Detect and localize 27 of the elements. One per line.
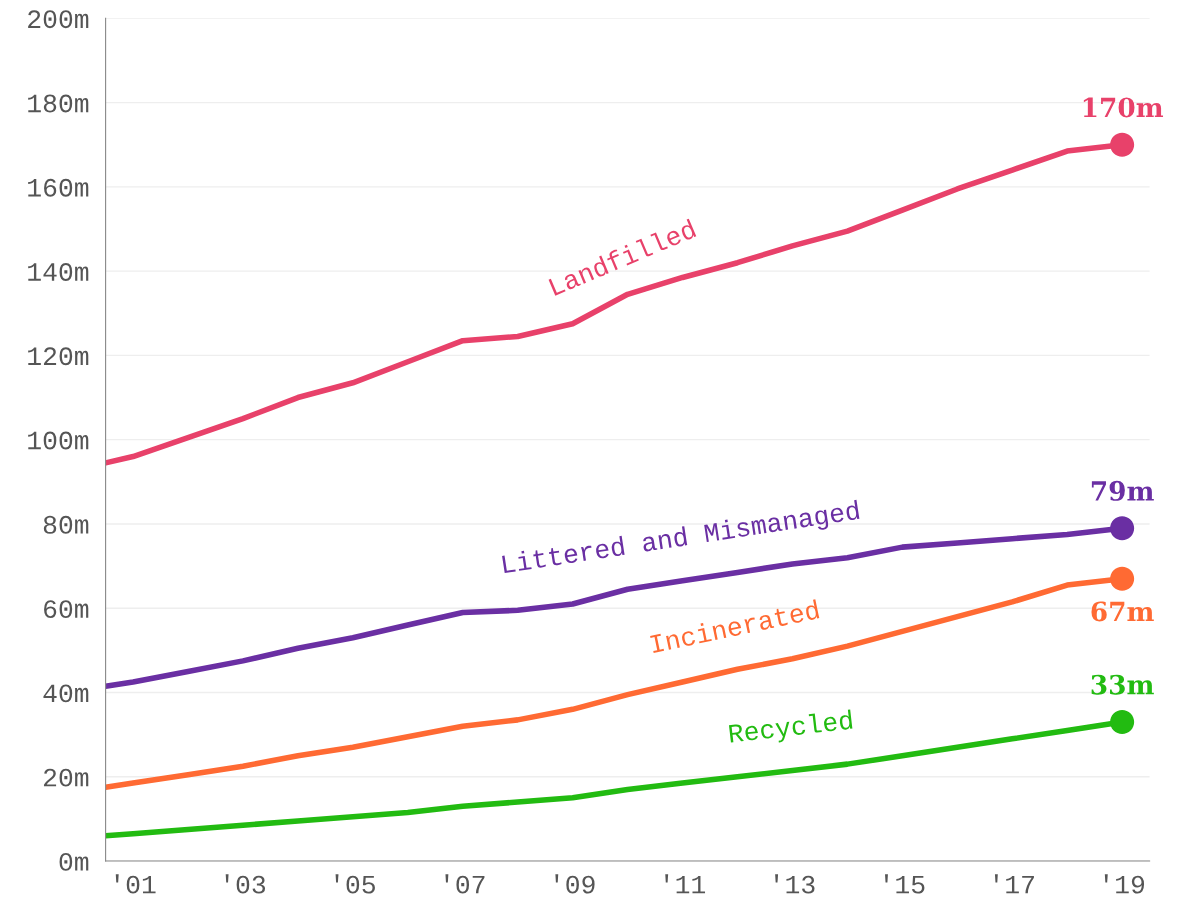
x-tick-label: '03 xyxy=(225,874,266,894)
x-tick-label: '05 xyxy=(335,874,375,894)
y-tick-label: 200m xyxy=(28,10,89,29)
x-tick-label: '11 xyxy=(665,874,706,894)
y-tick-label: 100m xyxy=(28,431,89,450)
x-tick-label: '09 xyxy=(555,874,595,894)
y-tick-label: 140m xyxy=(28,263,89,281)
data-label: 79m xyxy=(1091,480,1154,501)
y-tick-label: 160m xyxy=(28,178,89,197)
data-label: 67m xyxy=(1091,601,1154,622)
x-tick-label: '15 xyxy=(885,874,925,894)
x-tick-label: '19 xyxy=(1104,874,1145,894)
x-tick-label: '01 xyxy=(115,874,156,894)
data-label: 170m xyxy=(1083,97,1164,118)
x-tick-label: '13 xyxy=(775,874,815,894)
y-tick-label: 0m xyxy=(59,852,89,871)
y-tick-label: 40m xyxy=(43,684,89,703)
y-tick-label: 80m xyxy=(43,515,89,534)
y-tick-label: 180m xyxy=(28,94,89,113)
x-tick-label: '17 xyxy=(994,874,1034,894)
data-label: 33m xyxy=(1091,674,1154,695)
y-tick-label: 120m xyxy=(28,347,89,366)
text: Littered and Mismanaged xyxy=(501,499,861,579)
y-tick-label: 60m xyxy=(44,600,89,619)
x-tick-label: '07 xyxy=(445,874,485,894)
text: Recycled xyxy=(728,709,854,748)
y-tick-label: 20m xyxy=(43,768,89,787)
